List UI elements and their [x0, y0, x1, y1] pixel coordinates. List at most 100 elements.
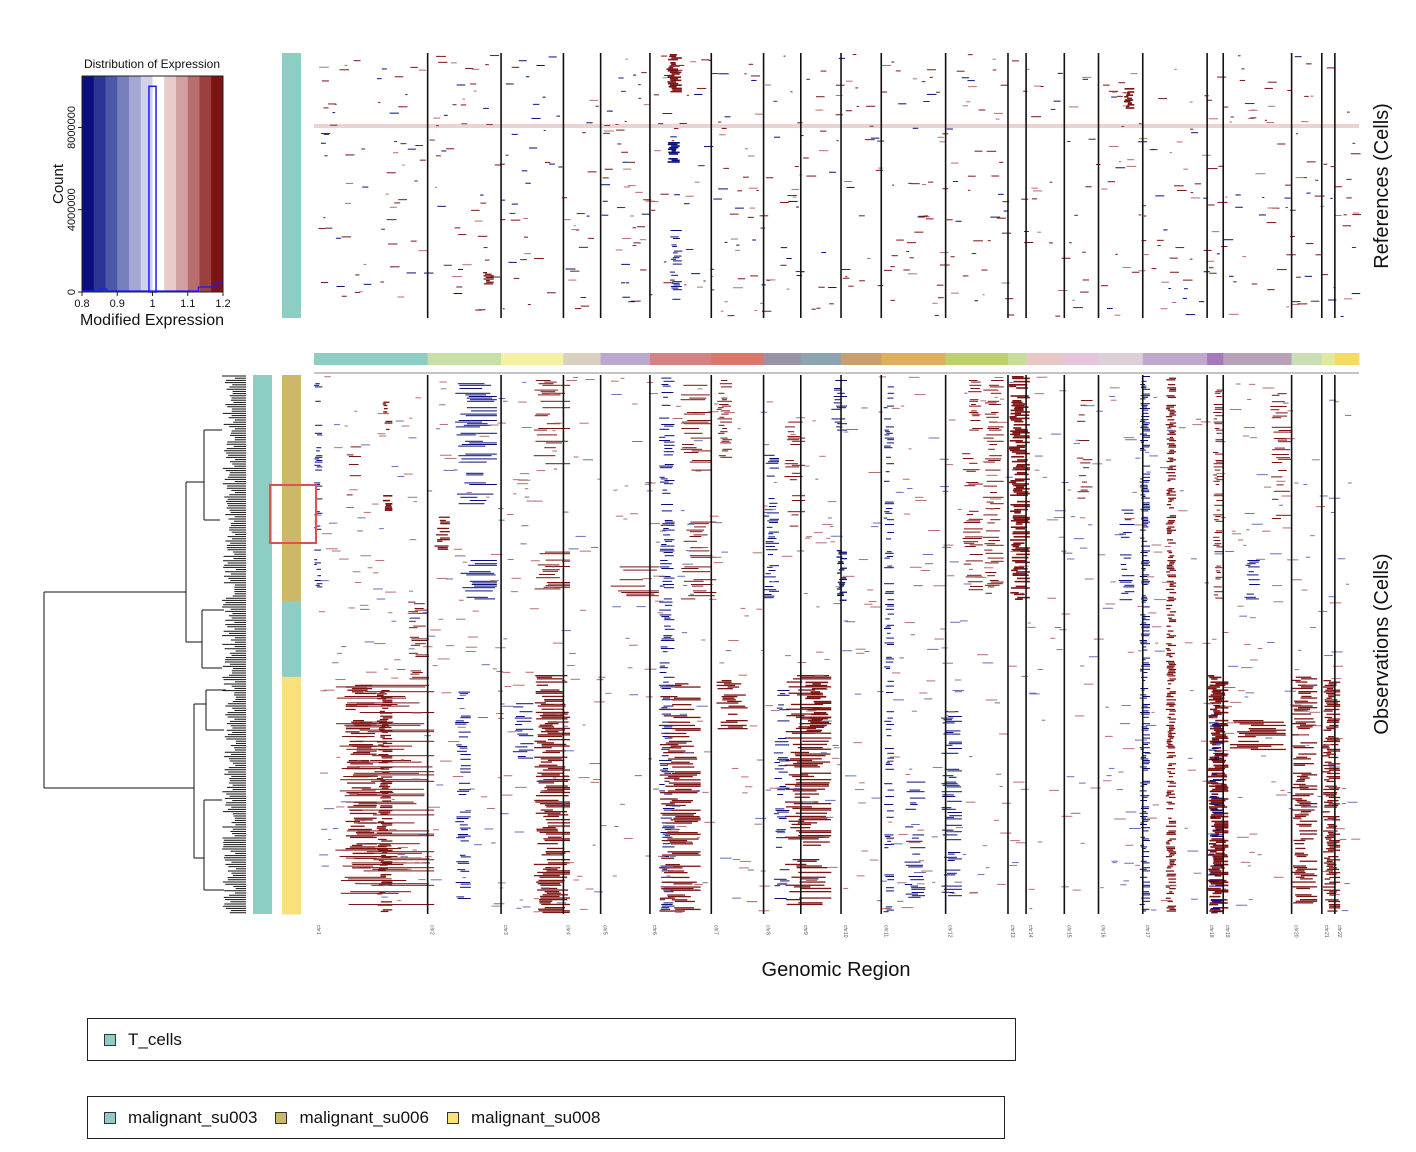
obs-cell	[624, 485, 629, 487]
obs-cell	[1187, 769, 1197, 771]
obs-cell	[376, 827, 386, 829]
obs-cell	[671, 876, 690, 879]
obs-cell	[976, 414, 982, 416]
obs-cell	[1213, 586, 1222, 588]
obs-cell	[833, 402, 842, 404]
obs-cell	[1207, 887, 1221, 890]
ref-cell	[1340, 315, 1344, 317]
obs-cell	[1146, 576, 1155, 578]
obs-cell	[582, 459, 594, 461]
obs-cell	[538, 764, 558, 766]
obs-cell	[870, 526, 879, 528]
ref-cell	[1031, 116, 1041, 118]
obs-cell	[387, 812, 391, 814]
obs-cell	[397, 846, 408, 848]
obs-cell	[546, 870, 571, 872]
obs-cell	[1300, 697, 1318, 699]
obs-cell	[382, 403, 387, 405]
obs-cell	[660, 640, 675, 641]
obs-cell	[1246, 529, 1250, 531]
obs-cell	[540, 400, 571, 402]
obs-cell	[1140, 419, 1149, 421]
obs-cell	[1012, 377, 1030, 380]
obs-cell	[457, 869, 466, 871]
ref-cell	[402, 164, 405, 166]
obs-cell	[885, 876, 894, 877]
ref-cell	[1007, 314, 1015, 316]
ref-cell	[1126, 165, 1137, 167]
obs-cell	[672, 852, 699, 855]
obs-cell	[1167, 491, 1176, 493]
obs-cell	[1210, 871, 1229, 874]
obs-cell	[798, 807, 807, 809]
obs-cell	[664, 737, 673, 739]
obs-cell	[1161, 581, 1171, 583]
obs-cell	[805, 465, 810, 467]
obs-cell	[1322, 686, 1335, 688]
obs-cell	[659, 530, 666, 532]
obs-cell	[989, 444, 998, 445]
obs-cell	[885, 591, 894, 593]
ref-cell	[742, 176, 749, 178]
obs-cell	[1167, 785, 1176, 787]
obs-cell	[381, 787, 389, 789]
obs-cell	[378, 829, 389, 831]
ref-cell	[803, 157, 809, 159]
ref-cell	[461, 123, 468, 125]
ref-cell	[1127, 102, 1133, 104]
obs-cell	[692, 889, 699, 891]
obs-cell	[668, 736, 690, 738]
obs-cell	[1143, 480, 1150, 481]
obs-cell	[1305, 685, 1315, 687]
obs-cell	[547, 825, 571, 827]
obs-cell	[691, 584, 713, 585]
obs-cell	[1325, 838, 1332, 840]
ref-cell	[673, 250, 683, 252]
ref-cell	[1225, 196, 1228, 198]
obs-cell	[1010, 551, 1021, 553]
obs-cell	[785, 788, 826, 790]
obs-cell	[1271, 394, 1280, 396]
obs-cell	[884, 847, 889, 849]
obs-cell	[465, 590, 493, 592]
obs-cell	[1167, 560, 1176, 562]
obs-cell	[1271, 498, 1279, 500]
obs-cell	[1208, 868, 1220, 871]
obs-cell	[664, 587, 674, 589]
obs-cell	[481, 664, 490, 666]
obs-cell	[455, 392, 491, 394]
ref-cell	[637, 226, 646, 228]
histogram-xlabel: Modified Expression	[80, 312, 224, 329]
obs-cell	[886, 909, 894, 911]
obs-cell	[1017, 396, 1030, 399]
ref-cell	[1203, 197, 1209, 199]
ref-cell	[1003, 210, 1009, 212]
obs-cell	[773, 481, 777, 483]
obs-cell	[1166, 379, 1176, 381]
obs-cell	[459, 388, 483, 389]
obs-cell	[691, 585, 704, 587]
obs-cell	[544, 699, 564, 701]
ref-cell	[1335, 214, 1342, 216]
obs-cell	[908, 876, 924, 877]
obs-cell	[1015, 486, 1025, 488]
ref-cell	[436, 55, 446, 57]
obs-cell	[469, 571, 491, 573]
obs-cell	[1141, 550, 1150, 552]
observation-group-bar	[282, 375, 301, 915]
obs-cell	[1326, 702, 1339, 704]
obs-cell	[925, 563, 934, 565]
obs-cell	[1209, 780, 1222, 781]
obs-cell	[694, 884, 703, 886]
obs-cell	[339, 856, 398, 857]
obs-cell	[1169, 729, 1174, 731]
color-scale-step	[176, 76, 189, 292]
obs-cell	[764, 508, 777, 510]
obs-cell	[1276, 514, 1291, 516]
obs-cell	[1214, 750, 1222, 752]
obs-cell	[794, 753, 831, 755]
ref-cell	[791, 188, 800, 190]
obs-cell	[721, 405, 732, 407]
ref-cell	[1053, 100, 1061, 102]
obs-cell	[379, 528, 384, 530]
